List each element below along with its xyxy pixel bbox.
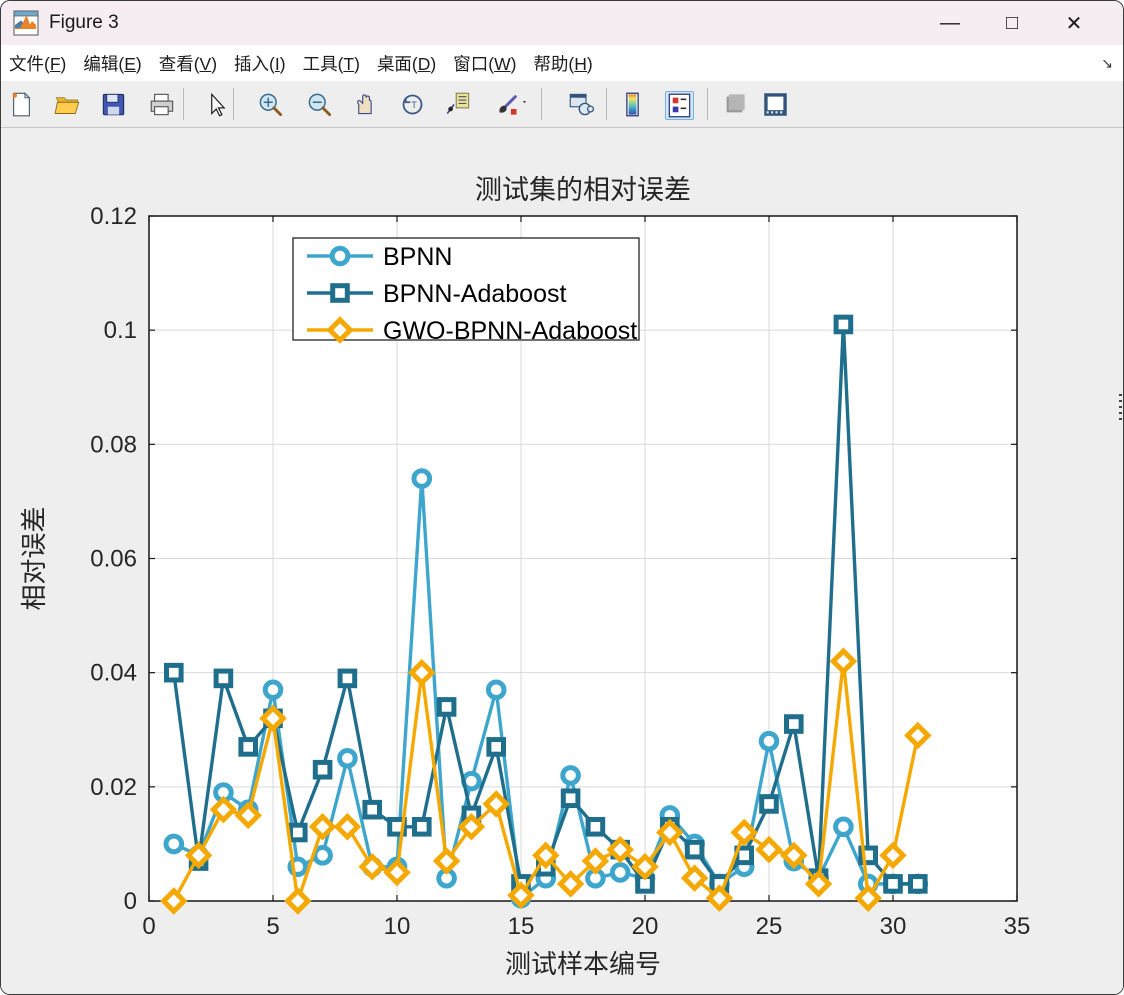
svg-text:GWO-BPNN-Adaboost: GWO-BPNN-Adaboost [383, 317, 637, 345]
svg-text:0.08: 0.08 [90, 431, 137, 458]
svg-text:T: T [411, 99, 417, 109]
svg-text:10: 10 [384, 913, 411, 940]
svg-text:30: 30 [880, 913, 907, 940]
svg-text:15: 15 [508, 913, 535, 940]
svg-text:测试样本编号: 测试样本编号 [505, 949, 661, 979]
svg-text:20: 20 [632, 913, 659, 940]
svg-text:35: 35 [1004, 913, 1031, 940]
svg-text:相对误差: 相对误差 [19, 506, 49, 610]
svg-text:25: 25 [756, 913, 783, 940]
svg-text:BPNN-Adaboost: BPNN-Adaboost [383, 280, 566, 308]
svg-text:0.04: 0.04 [90, 660, 137, 687]
svg-text:0.12: 0.12 [90, 203, 137, 230]
svg-text:0.02: 0.02 [90, 774, 137, 801]
svg-text:BPNN: BPNN [383, 243, 452, 271]
svg-text:测试集的相对误差: 测试集的相对误差 [475, 175, 691, 205]
svg-text:0.1: 0.1 [104, 317, 137, 344]
svg-text:0.06: 0.06 [90, 546, 137, 573]
svg-text:0: 0 [124, 888, 137, 915]
svg-text:0: 0 [142, 913, 155, 940]
svg-text:5: 5 [266, 913, 279, 940]
